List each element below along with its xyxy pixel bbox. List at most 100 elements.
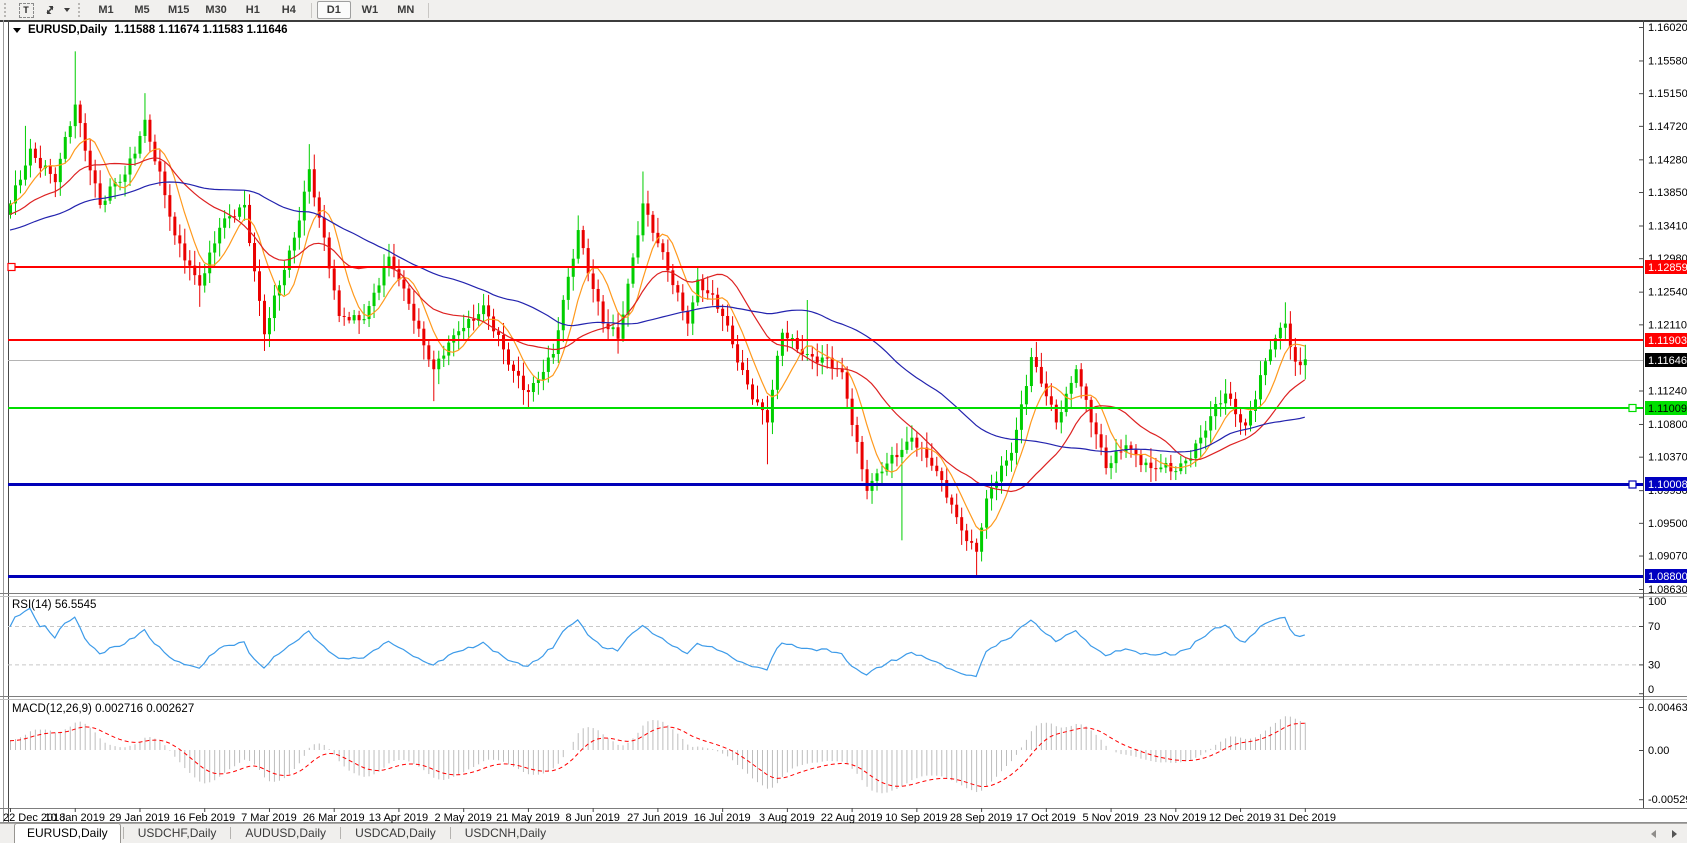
macd-signal-line xyxy=(9,722,1305,787)
date-tick-label: 16 Jul 2019 xyxy=(694,812,751,824)
axis-badge-1.10008-text: 1.10008 xyxy=(1648,479,1687,491)
timeframe-button-d1[interactable]: D1 xyxy=(316,1,351,19)
price-tick-label: 1.08630 xyxy=(1648,584,1687,596)
price-tick-label: 1.12540 xyxy=(1648,287,1687,299)
toolbar-dropdown-caret[interactable] xyxy=(64,8,70,12)
date-tick-label: 23 Nov 2019 xyxy=(1144,812,1206,824)
date-tick-label: 22 Aug 2019 xyxy=(821,812,883,824)
date-tick-label: 12 Dec 2019 xyxy=(1209,812,1271,824)
chart-tab-eurusd[interactable]: EURUSD,Daily xyxy=(14,823,121,843)
tab-scroll-left-arrow[interactable] xyxy=(1651,830,1656,838)
date-tick-label: 21 May 2019 xyxy=(496,812,560,824)
text-label-tool-button[interactable]: T xyxy=(15,1,37,19)
tab-scroll-right-arrow[interactable] xyxy=(1672,830,1677,838)
price-tick-label: 1.09070 xyxy=(1648,551,1687,563)
axis-badge-1.11009 xyxy=(1645,401,1687,415)
date-tick-label: 28 Sep 2019 xyxy=(950,812,1012,824)
rsi-value: 56.5545 xyxy=(54,599,97,611)
rsi-tick-label: 100 xyxy=(1648,596,1666,608)
axis-badge-1.12859 xyxy=(1645,260,1687,274)
axis-badge-1.10008 xyxy=(1645,477,1687,491)
macd-histogram xyxy=(10,716,1306,794)
candlestick-series xyxy=(9,51,1307,577)
rsi-tick-label: 70 xyxy=(1648,621,1660,633)
date-tick-label: 17 Oct 2019 xyxy=(1016,812,1076,824)
macd-indicator-label: MACD(12,26,9) 0.002716 0.002627 xyxy=(12,703,194,715)
tab-separator xyxy=(122,827,124,839)
chart-tab-usdcad[interactable]: USDCAD,Daily xyxy=(355,826,436,840)
ma-fast-line xyxy=(9,138,1305,532)
arrange-windows-button[interactable] xyxy=(39,1,61,19)
price-tick-label: 1.13410 xyxy=(1648,220,1687,232)
timeframe-button-h4[interactable]: H4 xyxy=(281,4,296,16)
hline-handle-1.11009[interactable] xyxy=(1628,403,1637,413)
rsi-name: RSI(14) xyxy=(12,599,52,611)
current-price-badge xyxy=(1645,353,1687,367)
price-tick-label: 1.14280 xyxy=(1648,154,1687,166)
price-tick-label: 1.09500 xyxy=(1648,518,1687,530)
chart-tab-usdchf[interactable]: USDCHF,Daily xyxy=(137,826,217,840)
toolbar-grip[interactable] xyxy=(78,3,83,17)
rsi-line xyxy=(9,607,1305,678)
tab-separator xyxy=(340,827,342,839)
chart-dropdown-icon[interactable] xyxy=(13,28,21,33)
hline-handle-1.12859[interactable] xyxy=(7,262,16,272)
timeframe-button-m30[interactable]: M30 xyxy=(205,4,227,16)
timeframe-button-m5[interactable]: M5 xyxy=(134,4,150,16)
tab-scroll-controls xyxy=(1651,830,1677,838)
timeframe-button-m15[interactable]: M15 xyxy=(168,4,190,16)
date-tick-label: 3 Aug 2019 xyxy=(759,812,815,824)
date-tick-label: 10 Jan 2019 xyxy=(44,812,105,824)
toolbar-separator xyxy=(310,2,312,18)
macd-values: 0.002716 0.002627 xyxy=(95,703,195,715)
rsi-indicator-label: RSI(14) 56.5545 xyxy=(12,599,96,611)
date-tick-label: 16 Feb 2019 xyxy=(173,812,235,824)
chart-tab-bar: EURUSD,Daily USDCHF,Daily AUDUSD,Daily USDC… xyxy=(0,823,1687,843)
price-tick-label: 1.10370 xyxy=(1648,452,1687,464)
hline-handle-1.10008[interactable] xyxy=(1628,480,1637,489)
date-tick-label: 27 Jun 2019 xyxy=(627,812,688,824)
date-tick-label: 5 Nov 2019 xyxy=(1082,812,1138,824)
axis-badge-1.11009-text: 1.11009 xyxy=(1648,403,1687,415)
price-tick-label: 1.12110 xyxy=(1648,319,1687,331)
chart-tab-usdcnh[interactable]: USDCNH,Daily xyxy=(464,826,547,840)
date-tick-label: 2 May 2019 xyxy=(434,812,491,824)
date-tick-label: 29 Jan 2019 xyxy=(109,812,170,824)
timeframe-button-h1[interactable]: H1 xyxy=(245,4,260,16)
chart-ohlc-values: 1.11588 1.11674 1.11583 1.11646 xyxy=(114,24,288,36)
price-tick-label: 1.13850 xyxy=(1648,187,1687,199)
date-tick-label: 31 Dec 2019 xyxy=(1274,812,1336,824)
toolbar-separator xyxy=(427,2,429,18)
timeframe-button-mn[interactable]: MN xyxy=(397,4,415,16)
date-tick-label: 8 Jun 2019 xyxy=(565,812,619,824)
tab-separator xyxy=(230,827,232,839)
date-tick-label: 13 Apr 2019 xyxy=(369,812,428,824)
window-left-border xyxy=(8,20,9,822)
chart-symbol-label: EURUSD,Daily xyxy=(28,24,108,36)
axis-badge-1.08800 xyxy=(1645,569,1687,583)
chart-tab-audusd[interactable]: AUDUSD,Daily xyxy=(245,826,327,840)
price-tick-label: 1.10800 xyxy=(1648,419,1687,431)
ma-medium-line xyxy=(9,157,1306,493)
current-price-badge-text: 1.11646 xyxy=(1648,355,1687,367)
date-tick-label: 26 Mar 2019 xyxy=(303,812,365,824)
rsi-tick-label: 0 xyxy=(1648,684,1654,696)
timeframe-button-m1[interactable]: M1 xyxy=(98,4,114,16)
date-tick-label: 7 Mar 2019 xyxy=(241,812,297,824)
rsi-tick-label: 30 xyxy=(1648,659,1660,671)
toolbar-grip[interactable] xyxy=(4,3,9,17)
price-tick-label: 1.15150 xyxy=(1648,88,1687,100)
toolbar: T M1 M5 M15 M30 H1 H4 D1 W1 MN xyxy=(0,0,1687,20)
axis-badge-1.08800-text: 1.08800 xyxy=(1648,571,1687,583)
axis-badge-1.11903-text: 1.11903 xyxy=(1648,335,1687,347)
macd-tick-label: -0.005299 xyxy=(1648,794,1687,806)
macd-name: MACD(12,26,9) xyxy=(12,703,92,715)
date-tick-label: 22 Dec 2018 xyxy=(3,812,65,824)
price-tick-label: 1.14720 xyxy=(1648,121,1687,133)
timeframe-button-w1[interactable]: W1 xyxy=(361,4,379,16)
price-tick-label: 1.15580 xyxy=(1648,55,1687,67)
diagonal-arrows-icon xyxy=(46,6,54,14)
chart-window-top-border xyxy=(0,20,1687,22)
